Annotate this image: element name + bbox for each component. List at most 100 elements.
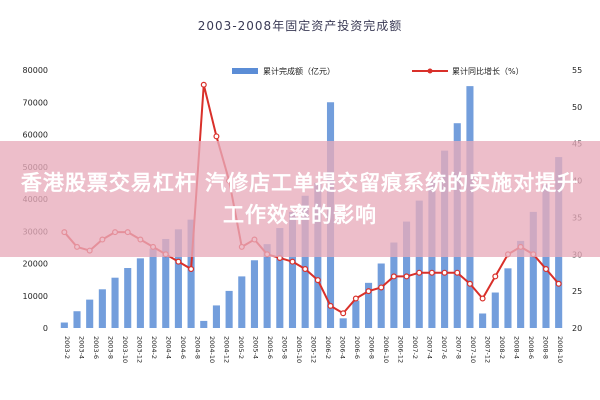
line-point bbox=[352, 295, 359, 302]
bar bbox=[60, 322, 68, 328]
headline-text: 香港股票交易杠杆 汽修店工单提交留痕系统的实施对提升工作效率的影响 bbox=[20, 171, 580, 227]
line-point bbox=[454, 269, 461, 276]
x-tick-label: 2007-12 bbox=[483, 336, 491, 363]
x-tick-label: 2006-6 bbox=[353, 336, 361, 359]
line-point bbox=[466, 280, 473, 287]
left-tick-label: 60000 bbox=[23, 131, 48, 140]
x-tick-label: 2007-2 bbox=[411, 336, 419, 359]
x-tick-label: 2005-8 bbox=[281, 336, 289, 359]
bar bbox=[250, 260, 259, 328]
bar bbox=[276, 228, 284, 328]
bar bbox=[124, 268, 132, 328]
chart-legend: 累计完成额（亿元） 累计同比增长（%） bbox=[232, 66, 524, 76]
x-tick-label: 2007-10 bbox=[469, 336, 477, 363]
right-tick-label: 50 bbox=[572, 103, 582, 112]
right-tick-label: 25 bbox=[572, 287, 582, 296]
x-tick-label: 2003-6 bbox=[92, 336, 100, 359]
line-point bbox=[327, 302, 334, 309]
bar bbox=[415, 200, 423, 328]
bar bbox=[263, 244, 271, 328]
line-point bbox=[289, 258, 296, 265]
line-point bbox=[441, 269, 448, 276]
line-point bbox=[555, 280, 562, 287]
x-tick-label: 2007-8 bbox=[454, 336, 462, 359]
x-tick-label: 2008-10 bbox=[556, 336, 564, 363]
x-tick-label: 2008-2 bbox=[498, 336, 506, 359]
x-tick-label: 2003-12 bbox=[136, 336, 144, 363]
x-tick-label: 2005-12 bbox=[310, 336, 318, 363]
x-tick-label: 2006-2 bbox=[324, 336, 332, 359]
x-tick-label: 2006-8 bbox=[367, 336, 375, 359]
x-tick-label: 2004-2 bbox=[150, 336, 158, 359]
x-tick-label: 2007-6 bbox=[440, 336, 448, 359]
bar bbox=[111, 277, 119, 328]
x-tick-label: 2006-12 bbox=[396, 336, 404, 363]
line-point bbox=[479, 295, 486, 302]
x-tick-label: 2005-10 bbox=[295, 336, 303, 363]
x-tick-label: 2003-8 bbox=[107, 336, 115, 359]
x-tick-label: 2005-6 bbox=[266, 336, 274, 359]
line-point bbox=[302, 266, 309, 273]
x-tick-label: 2005-2 bbox=[237, 336, 245, 359]
bar bbox=[136, 258, 144, 328]
line-point bbox=[200, 81, 207, 88]
bar bbox=[377, 263, 385, 328]
line-point bbox=[403, 273, 410, 280]
x-tick-label: 2008-8 bbox=[541, 336, 549, 359]
legend-line-label: 累计同比增长（%） bbox=[452, 66, 524, 76]
bar bbox=[86, 299, 94, 328]
bar bbox=[200, 320, 208, 328]
x-tick-label: 2004-10 bbox=[208, 336, 216, 363]
line-point bbox=[365, 288, 372, 295]
legend-bar-label: 累计完成额（亿元） bbox=[263, 66, 335, 76]
x-tick-label: 2003-10 bbox=[121, 336, 129, 363]
bar bbox=[479, 313, 487, 328]
bar bbox=[187, 219, 195, 328]
x-tick-label: 2008-4 bbox=[512, 336, 520, 359]
bar bbox=[225, 290, 233, 328]
bar bbox=[174, 229, 182, 328]
bar bbox=[352, 300, 360, 328]
line-point bbox=[340, 310, 347, 317]
left-tick-label: 20000 bbox=[23, 260, 48, 269]
legend-line-marker bbox=[427, 68, 433, 74]
bar bbox=[238, 276, 246, 328]
left-tick-label: 0 bbox=[43, 324, 48, 333]
right-tick-label: 55 bbox=[572, 66, 582, 75]
x-tick-label: 2008-6 bbox=[527, 336, 535, 359]
x-tick-label: 2004-4 bbox=[165, 336, 173, 359]
bar bbox=[301, 195, 309, 328]
x-axis: 2003-2 2003-4 2003-6 2003-8 2003-10 2003-12 20… bbox=[63, 336, 564, 363]
bar bbox=[491, 292, 499, 328]
bar bbox=[339, 318, 347, 328]
bar bbox=[212, 305, 220, 328]
bar bbox=[288, 211, 297, 328]
chart-title: 2003-2008年固定资产投资完成额 bbox=[198, 18, 402, 33]
line-point bbox=[175, 258, 182, 265]
line-point bbox=[428, 269, 435, 276]
x-tick-label: 2004-6 bbox=[179, 336, 187, 359]
x-tick-label: 2007-4 bbox=[425, 336, 433, 359]
bar bbox=[73, 311, 81, 328]
x-tick-label: 2005-4 bbox=[252, 336, 260, 359]
legend-bar-swatch bbox=[232, 68, 258, 74]
bar bbox=[517, 240, 525, 328]
left-tick-label: 80000 bbox=[23, 66, 48, 75]
line-point bbox=[542, 266, 549, 273]
x-tick-label: 2006-10 bbox=[382, 336, 390, 363]
left-tick-label: 70000 bbox=[23, 98, 48, 107]
headline-banner: 香港股票交易杠杆 汽修店工单提交留痕系统的实施对提升工作效率的影响 bbox=[0, 141, 600, 257]
right-tick-label: 20 bbox=[572, 324, 582, 333]
x-tick-label: 2006-4 bbox=[338, 336, 346, 359]
left-tick-label: 10000 bbox=[23, 292, 48, 301]
line-point bbox=[416, 269, 423, 276]
bar bbox=[162, 238, 170, 328]
bar bbox=[529, 211, 537, 328]
line-point bbox=[213, 133, 220, 140]
x-tick-label: 2004-12 bbox=[223, 336, 231, 363]
line-point bbox=[390, 273, 397, 280]
bar bbox=[98, 289, 106, 328]
line-point bbox=[378, 284, 385, 291]
bar bbox=[390, 242, 398, 328]
